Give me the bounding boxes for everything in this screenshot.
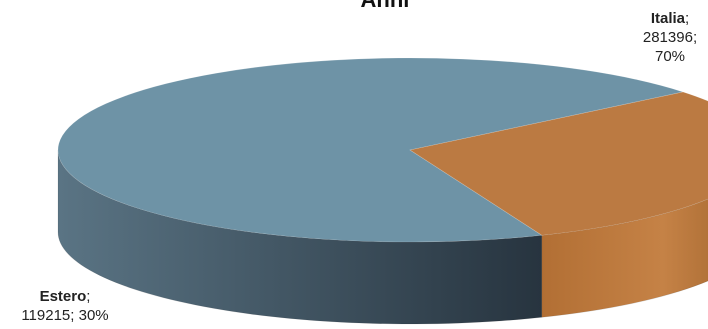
data-label-italia-value: 281396	[642, 29, 693, 46]
data-label-italia: Italia; 281396; 70%	[642, 10, 698, 65]
data-label-estero-percent: 30%	[78, 307, 109, 324]
pie-slice-italia	[57, 57, 685, 243]
data-label-italia-category: Italia	[650, 10, 685, 27]
data-label-estero: Estero; 119215; 30%	[21, 288, 109, 324]
pie-slice-side-estero	[541, 198, 708, 318]
data-label-italia-percent: 70%	[654, 48, 686, 65]
data-label-estero-value: 119215	[21, 307, 71, 324]
pie-slice-estero	[409, 91, 708, 236]
pie-slice-side-italia	[57, 149, 543, 325]
chart-title: Anni	[0, 0, 708, 13]
data-label-estero-category: Estero	[39, 288, 87, 305]
